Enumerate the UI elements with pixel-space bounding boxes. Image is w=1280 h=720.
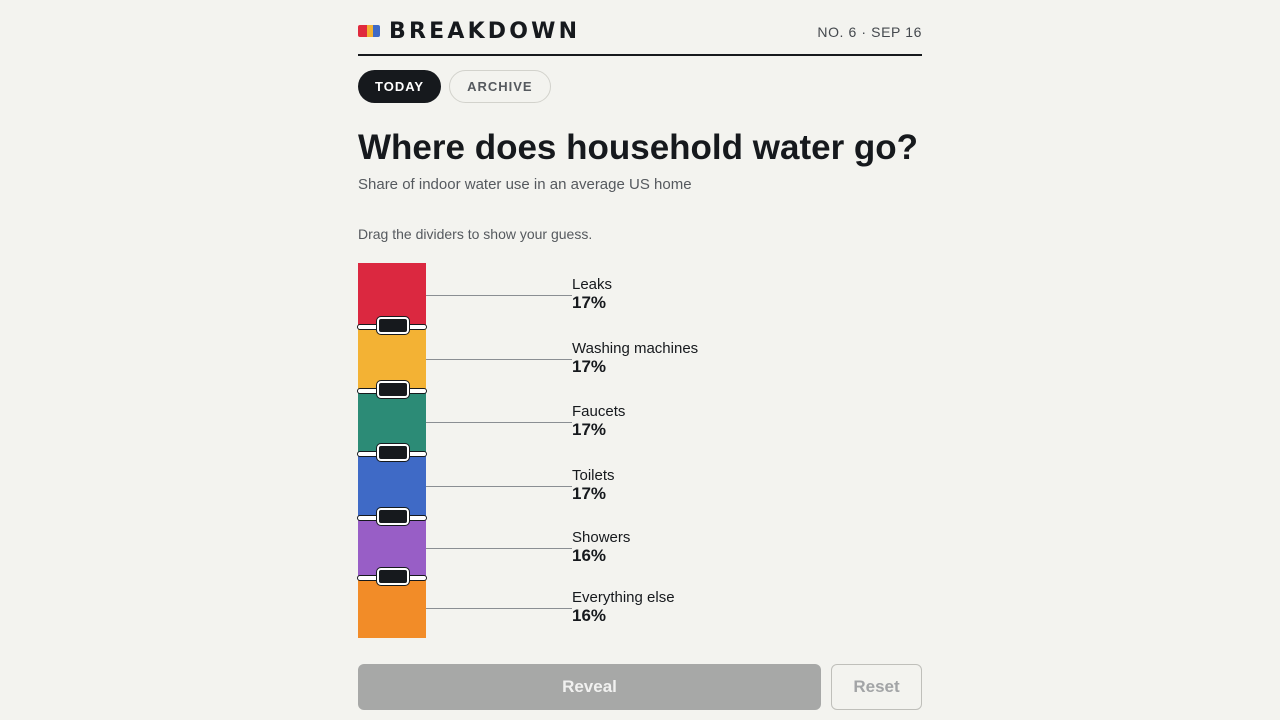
leader-line-washing-machines [426, 359, 572, 360]
drag-handle-icon[interactable] [377, 568, 409, 585]
leader-line-everything-else [426, 608, 572, 609]
divider-5[interactable] [357, 568, 427, 585]
tab-archive[interactable]: ARCHIVE [449, 70, 551, 103]
category-name: Washing machines [572, 340, 699, 357]
category-percent: 17% [572, 420, 607, 439]
category-name: Everything else [572, 589, 675, 606]
category-label-faucets: Faucets 17% [572, 403, 625, 440]
segment-toilets [358, 454, 426, 518]
category-percent: 16% [572, 606, 607, 625]
category-label-washing-machines: Washing machines 17% [572, 340, 698, 377]
divider-4[interactable] [357, 508, 427, 525]
category-percent: 17% [572, 357, 607, 376]
leader-line-leaks [426, 295, 572, 296]
category-name: Toilets [572, 467, 615, 484]
category-name: Faucets [572, 403, 626, 420]
drag-handle-icon[interactable] [377, 508, 409, 525]
segment-leaks [358, 263, 426, 327]
page: BREAKDOWN NO. 6 · SEP 16 TODAY ARCHIVE W… [357, 0, 922, 720]
stacked-guess-bar[interactable]: Leaks 17% Washing machines 17% Faucets 17% Toi… [357, 263, 698, 638]
logo[interactable]: BREAKDOWN [358, 18, 580, 44]
issue-number: NO. 6 · SEP 16 [817, 24, 922, 40]
instruction-text: Drag the dividers to show your guess. [358, 226, 593, 242]
drag-handle-icon[interactable] [377, 316, 409, 334]
reset-button[interactable]: Reset [831, 664, 922, 710]
site-header: BREAKDOWN NO. 6 · SEP 16 [358, 18, 922, 56]
question-title: Where does household water go? [358, 128, 919, 167]
tab-bar: TODAY ARCHIVE [358, 70, 551, 103]
category-percent: 16% [572, 546, 607, 565]
leader-line-toilets [426, 486, 572, 487]
category-name: Leaks [572, 276, 613, 293]
category-percent: 17% [572, 484, 607, 503]
category-label-toilets: Toilets 17% [572, 467, 615, 504]
category-name: Showers [572, 529, 631, 546]
logo-mark-blue [373, 25, 380, 37]
reveal-button[interactable]: Reveal [358, 664, 821, 710]
divider-1[interactable] [357, 316, 427, 334]
logo-text: BREAKDOWN [389, 18, 581, 44]
logo-mark-red [358, 25, 367, 37]
logo-mark-yellow [367, 25, 373, 37]
tab-today[interactable]: TODAY [358, 70, 442, 103]
leader-line-showers [426, 548, 572, 549]
leader-line-faucets [426, 422, 572, 423]
drag-handle-icon[interactable] [377, 380, 409, 398]
category-label-everything-else: Everything else 16% [572, 589, 675, 626]
drag-handle-icon[interactable] [377, 444, 409, 462]
divider-3[interactable] [357, 444, 427, 462]
divider-2[interactable] [357, 380, 427, 398]
category-label-showers: Showers 16% [572, 529, 630, 566]
segment-faucets [358, 390, 426, 455]
logo-mark-icon [358, 25, 380, 37]
category-label-leaks: Leaks 17% [572, 276, 612, 313]
question-subtitle: Share of indoor water use in an average … [358, 176, 692, 193]
segment-washing-machines [358, 326, 426, 391]
category-percent: 17% [572, 293, 607, 312]
segment-everything-else [358, 578, 426, 638]
